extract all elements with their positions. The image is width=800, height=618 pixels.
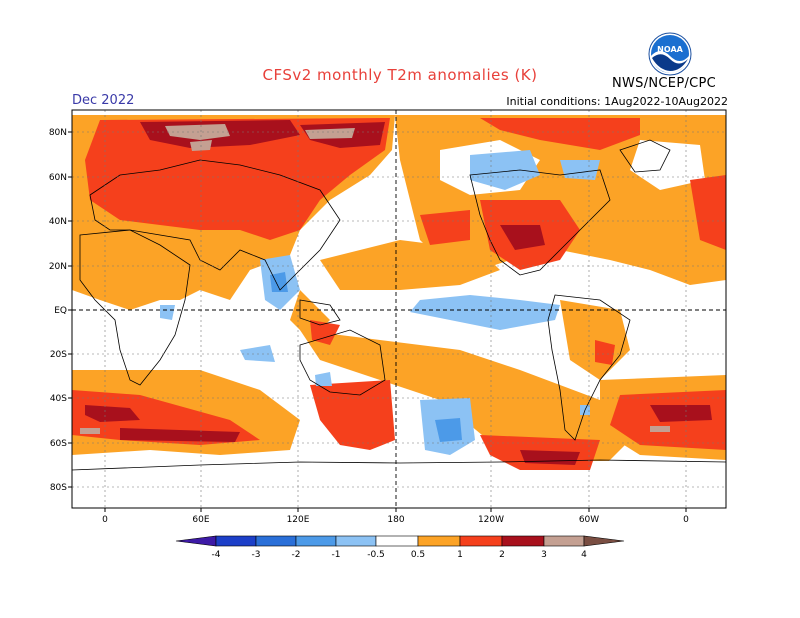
lon-label: 0 bbox=[683, 515, 689, 525]
lat-label: 40S bbox=[50, 394, 67, 404]
lat-label: 80N bbox=[49, 128, 67, 138]
colorbar-bin bbox=[295, 535, 337, 547]
colorbar-tick: 0.5 bbox=[411, 550, 425, 560]
colorbar-bin bbox=[459, 535, 503, 547]
colorbar-bin bbox=[417, 535, 461, 547]
colorbar-tick: -3 bbox=[252, 550, 261, 560]
colorbar-tick: -1 bbox=[332, 550, 341, 560]
axis-ticks bbox=[68, 131, 687, 512]
lat-label: 20N bbox=[49, 262, 67, 272]
colorbar-tick: -0.5 bbox=[367, 550, 385, 560]
colorbar-bin bbox=[255, 535, 297, 547]
colorbar-bin bbox=[175, 535, 217, 547]
lon-label: 120W bbox=[478, 515, 504, 525]
colorbar-tick: 1 bbox=[457, 550, 463, 560]
coastlines bbox=[72, 139, 726, 471]
chart-title: CFSv2 monthly T2m anomalies (K) bbox=[262, 66, 538, 84]
lon-label: 180 bbox=[387, 515, 404, 525]
colorbar-bin bbox=[501, 535, 545, 547]
longitude-labels: 0 60E 120E 180 120W 60W 0 bbox=[102, 515, 689, 525]
colorbar-labels: -4 -3 -2 -1 -0.5 0.5 1 2 3 4 bbox=[212, 550, 588, 560]
colorbar-tick: 4 bbox=[581, 550, 587, 560]
noaa-logo-icon: NOAA bbox=[648, 32, 692, 76]
lat-label: 60S bbox=[50, 439, 67, 449]
equator-dateline bbox=[72, 110, 726, 508]
colorbar-bin bbox=[375, 535, 419, 547]
graticule bbox=[72, 110, 726, 508]
agency-label: NWS/NCEP/CPC bbox=[612, 76, 717, 91]
colorbar-tick: -2 bbox=[292, 550, 301, 560]
svg-text:NOAA: NOAA bbox=[657, 45, 683, 54]
lon-label: 60E bbox=[192, 515, 209, 525]
lat-label: 40N bbox=[49, 217, 67, 227]
forecast-month: Dec 2022 bbox=[72, 93, 135, 108]
lat-label: 60N bbox=[49, 173, 67, 183]
map-frame bbox=[71, 109, 727, 509]
lon-label: 120E bbox=[287, 515, 310, 525]
lon-label: 0 bbox=[102, 515, 108, 525]
latitude-labels: 80N 60N 40N 20N EQ 20S 40S 60S 80S bbox=[49, 128, 67, 493]
lat-label: EQ bbox=[54, 306, 67, 316]
lon-label: 60W bbox=[579, 515, 599, 525]
colorbar-tick: 2 bbox=[499, 550, 505, 560]
colorbar-bin bbox=[543, 535, 585, 547]
colorbar bbox=[175, 535, 625, 547]
anomaly-fields bbox=[72, 110, 726, 508]
colorbar-bin bbox=[583, 535, 625, 547]
colorbar-bin bbox=[335, 535, 377, 547]
lat-label: 20S bbox=[50, 350, 67, 360]
cool-areas bbox=[160, 150, 600, 455]
colorbar-bin bbox=[215, 535, 257, 547]
colorbar-tick: 3 bbox=[541, 550, 547, 560]
lat-label: 80S bbox=[50, 483, 67, 493]
initial-conditions: Initial conditions: 1Aug2022-10Aug2022 bbox=[506, 95, 728, 108]
colorbar-tick: -4 bbox=[212, 550, 221, 560]
